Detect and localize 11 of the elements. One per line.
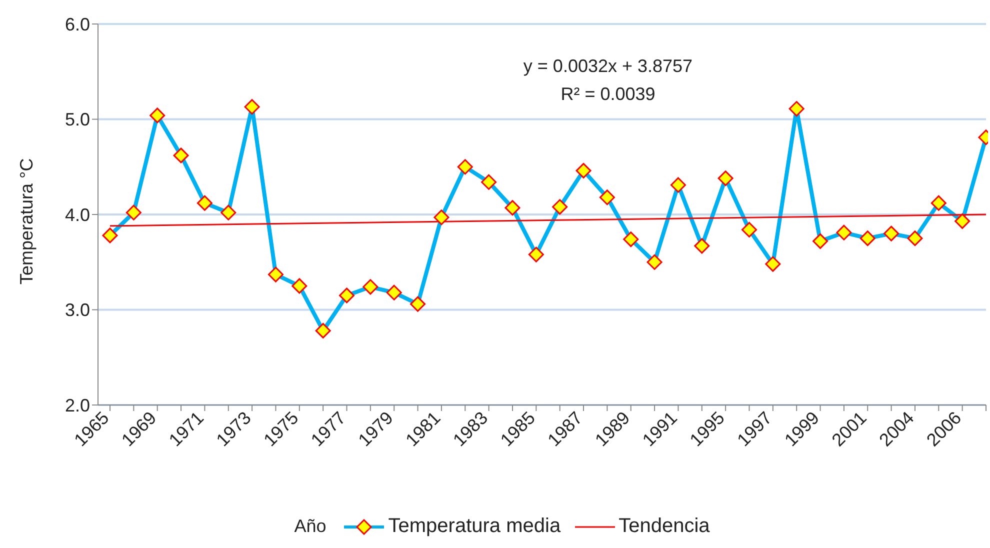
y-tick-label: 2.0 — [64, 395, 90, 416]
annotation: R² = 0.0039 — [560, 83, 656, 106]
annotation: y = 0.0032x + 3.8757 — [522, 55, 694, 78]
y-axis-title: Temperatura °C — [16, 158, 36, 284]
y-tick-label: 3.0 — [64, 300, 90, 320]
y-tick-label: 5.0 — [64, 110, 90, 130]
legend-label: Tendencia — [618, 515, 710, 538]
y-tick-label: 6.0 — [64, 14, 90, 34]
x-axis-title: Año — [294, 516, 326, 537]
legend-label: Temperatura media — [388, 515, 561, 538]
y-tick-label: 4.0 — [64, 204, 90, 225]
